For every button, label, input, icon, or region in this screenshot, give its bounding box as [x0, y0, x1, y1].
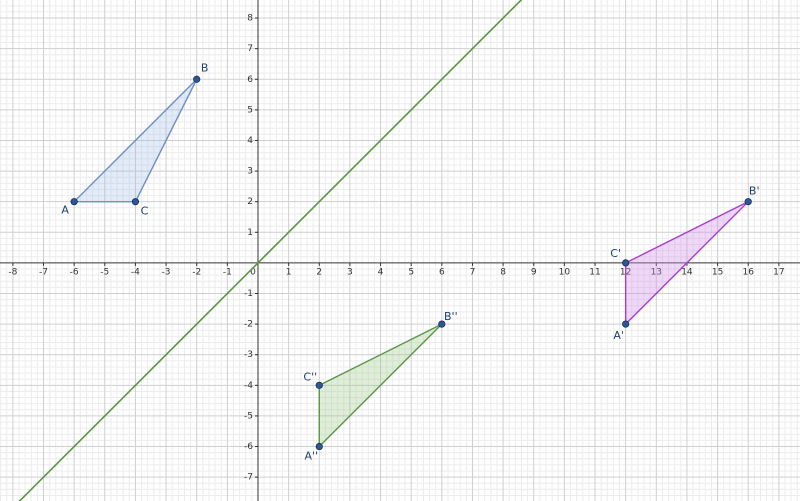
x-tick-label: -6 [70, 267, 79, 277]
point [315, 442, 323, 451]
point-label: C [141, 205, 149, 218]
x-tick-label: -5 [100, 267, 109, 277]
x-tick-label: -1 [223, 267, 232, 277]
x-tick-label: 9 [531, 267, 537, 277]
x-tick-label: 8 [500, 267, 506, 277]
point-label: B [201, 61, 209, 74]
point-label: C'' [303, 370, 317, 383]
polygon [624, 201, 749, 326]
x-tick-label: 11 [589, 267, 600, 277]
point-label: A'' [304, 450, 318, 463]
y-tick-label: 4 [247, 136, 253, 146]
y-tick-label: 8 [247, 14, 253, 24]
y-tick-label: -2 [244, 320, 253, 330]
x-tick-label: -3 [162, 267, 171, 277]
y-tick-label: 5 [247, 105, 253, 115]
point-label: A [61, 204, 69, 217]
y-tick-label: -6 [244, 442, 253, 452]
x-tick-label: 5 [408, 267, 414, 277]
y-tick-label: 7 [247, 44, 253, 54]
y-tick-label: 3 [247, 167, 253, 177]
point-label: A' [613, 329, 624, 342]
point [131, 198, 140, 206]
point [70, 198, 78, 206]
x-tick-label: 6 [439, 267, 445, 277]
x-tick-label: 15 [712, 267, 723, 277]
point [622, 259, 630, 267]
x-tick-label: 0 [250, 267, 256, 277]
polygon [72, 78, 198, 203]
point-label: C' [610, 247, 621, 260]
y-tick-label: 6 [247, 75, 253, 85]
x-tick-label: 3 [347, 267, 353, 277]
x-tick-label: -2 [192, 267, 201, 277]
x-tick-label: -4 [131, 267, 140, 277]
x-tick-label: 4 [378, 267, 384, 277]
x-tick-label: 7 [470, 267, 476, 277]
x-tick-label: -7 [39, 267, 48, 277]
x-tick-label: 10 [559, 267, 571, 277]
point [193, 75, 201, 83]
y-tick-label: -4 [244, 381, 253, 391]
point [438, 320, 446, 328]
y-tick-label: -3 [244, 350, 253, 360]
y-tick-label: 2 [247, 197, 253, 207]
y-tick-label: -5 [244, 411, 253, 421]
x-tick-label: 13 [651, 267, 662, 277]
y-tick-label: -1 [244, 289, 253, 299]
x-tick-label: 1 [286, 267, 292, 277]
x-tick-label: 17 [773, 267, 784, 277]
y-tick-label: -7 [244, 473, 253, 483]
point-label: B'' [444, 310, 458, 323]
point [315, 381, 323, 389]
x-tick-label: 16 [742, 267, 754, 277]
point [744, 198, 752, 206]
x-tick-label: -8 [8, 267, 17, 277]
point-label: B' [749, 185, 760, 198]
x-tick-label: 14 [681, 267, 693, 277]
y-tick-label: 1 [247, 228, 253, 238]
point [622, 320, 630, 328]
polygon [318, 323, 443, 449]
x-tick-label: 2 [316, 267, 322, 277]
